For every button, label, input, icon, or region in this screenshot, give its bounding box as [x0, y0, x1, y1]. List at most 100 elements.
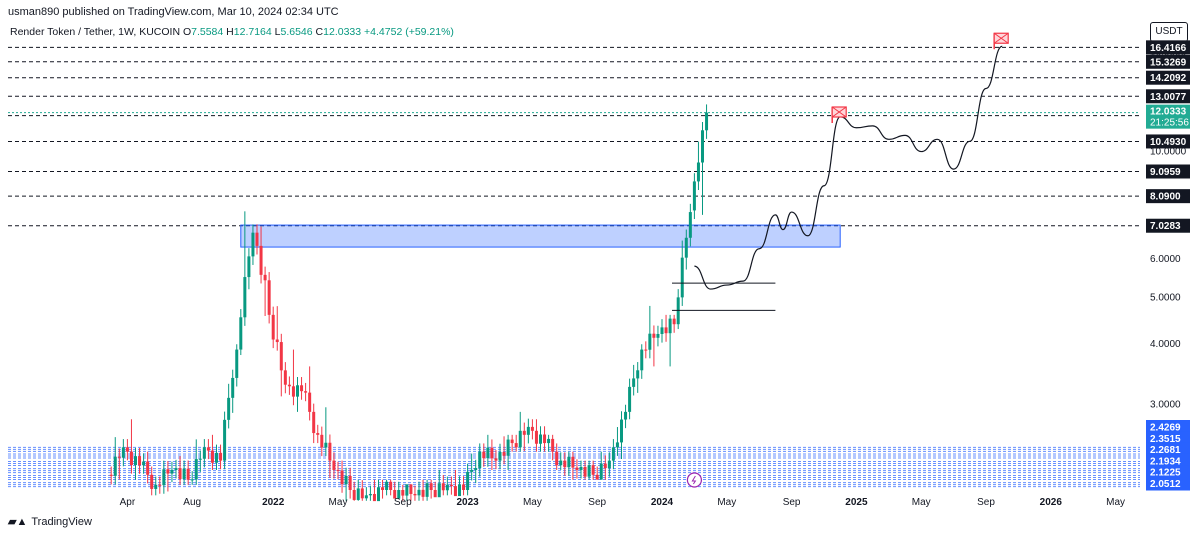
- candle-body: [227, 397, 231, 420]
- candle-body: [142, 461, 146, 466]
- candle-body: [498, 452, 502, 461]
- candle-body: [563, 460, 567, 468]
- candle-body: [150, 474, 154, 489]
- candle-body: [206, 447, 210, 451]
- candle-body: [368, 493, 372, 496]
- candle-body: [251, 232, 255, 257]
- candle-body: [275, 339, 279, 343]
- candle-body: [239, 317, 243, 350]
- candle-body: [125, 447, 129, 452]
- candle-body: [490, 447, 494, 459]
- event-icon: [686, 472, 703, 488]
- candle-body: [611, 447, 615, 461]
- current-price-value: 12.0333: [1150, 107, 1187, 118]
- publish-credit: usman890 published on TradingView.com, M…: [8, 6, 339, 18]
- candle-body: [640, 349, 644, 371]
- candle-body: [595, 474, 599, 480]
- candle-body: [243, 277, 247, 318]
- candle-body: [389, 481, 393, 490]
- candle-body: [296, 385, 299, 397]
- candle-body: [462, 484, 466, 490]
- level-price-label-bg: [1146, 134, 1190, 149]
- tradingview-logo-icon: ▰▲: [8, 516, 28, 528]
- y-tick-label: 6.0000: [1150, 254, 1181, 265]
- flag-pattern: [993, 32, 1009, 44]
- candle-body: [377, 487, 380, 502]
- low-label: L: [274, 26, 281, 38]
- candle-body: [506, 439, 510, 456]
- y-tick-label: 4.0000: [1150, 339, 1181, 350]
- candle-body: [441, 483, 445, 491]
- candle-body: [291, 386, 295, 397]
- level-price-label-text: 7.0283: [1150, 221, 1181, 232]
- lower-level-price-label-bg: [1146, 465, 1190, 480]
- candle-body: [348, 475, 352, 490]
- tradingview-logo[interactable]: ▰▲ TradingView: [8, 515, 92, 529]
- symbol-line: Render Token / Tether, 1W, KUCOIN: [10, 26, 181, 38]
- level-price-label-text: 8.0900: [1150, 192, 1181, 203]
- candle-body: [668, 318, 672, 334]
- candle-body: [555, 451, 559, 466]
- high-label: H: [226, 26, 234, 38]
- candle-body: [656, 333, 660, 338]
- candle-body: [494, 458, 498, 461]
- candle-body: [162, 469, 166, 486]
- candle-body: [571, 456, 575, 468]
- candle-body: [190, 479, 194, 481]
- candle-body: [583, 466, 587, 477]
- high-value: 12.7164: [233, 26, 272, 38]
- candle-body: [194, 459, 198, 480]
- lightning-icon: [691, 475, 697, 485]
- candle-body: [453, 486, 457, 497]
- candle-body: [603, 463, 607, 469]
- candle-body: [575, 467, 579, 470]
- candle-body: [688, 212, 692, 238]
- level-price-label-text: 13.0077: [1150, 92, 1187, 103]
- level-price-label-bg: [1146, 164, 1190, 179]
- supply-zone-rect: [240, 224, 841, 248]
- candle-body: [397, 490, 401, 499]
- x-tick-label: Apr: [120, 497, 136, 508]
- candle-body: [644, 349, 648, 351]
- candle-body: [648, 333, 652, 350]
- candle-body: [672, 318, 676, 325]
- level-price-label: 13.0077: [1146, 89, 1190, 104]
- level-price-label: 15.3269: [1146, 54, 1190, 69]
- candle-body: [393, 490, 397, 499]
- candle-body: [652, 333, 656, 338]
- candle-body: [166, 469, 170, 474]
- lower-level-price-label-text: 2.0512: [1150, 479, 1181, 490]
- candle-body: [587, 465, 591, 477]
- current-price-bg: [1146, 104, 1190, 129]
- candle-body: [413, 493, 417, 496]
- level-price-label-text: 10.4930: [1150, 137, 1187, 148]
- candle-body: [372, 493, 376, 502]
- x-tick-label: 2026: [1040, 497, 1063, 508]
- candle-body: [271, 314, 275, 340]
- candle-body: [470, 469, 474, 472]
- lower-level-price-label-bg: [1146, 420, 1190, 434]
- candle-body: [247, 256, 251, 278]
- candle-body: [158, 484, 162, 486]
- candle-body: [385, 481, 389, 490]
- candle-body: [182, 468, 186, 480]
- lower-level-price-label-bg: [1146, 442, 1190, 457]
- candle-body: [324, 442, 328, 448]
- x-tick-label: Aug: [183, 497, 201, 508]
- low-value: 5.6546: [280, 26, 313, 38]
- candle-body: [129, 451, 133, 466]
- level-price-label: 10.4930: [1146, 134, 1190, 149]
- candle-body: [308, 392, 312, 412]
- candle-body: [283, 370, 287, 385]
- candle-body: [567, 456, 571, 468]
- candle-body: [684, 237, 688, 258]
- x-tick-label: 2023: [456, 497, 479, 508]
- level-price-label-bg: [1146, 189, 1190, 204]
- x-tick-label: May: [717, 497, 736, 508]
- candle-body: [421, 489, 425, 497]
- x-tick-label: May: [1106, 497, 1125, 508]
- candle-body: [591, 465, 595, 475]
- candle-body: [636, 370, 640, 379]
